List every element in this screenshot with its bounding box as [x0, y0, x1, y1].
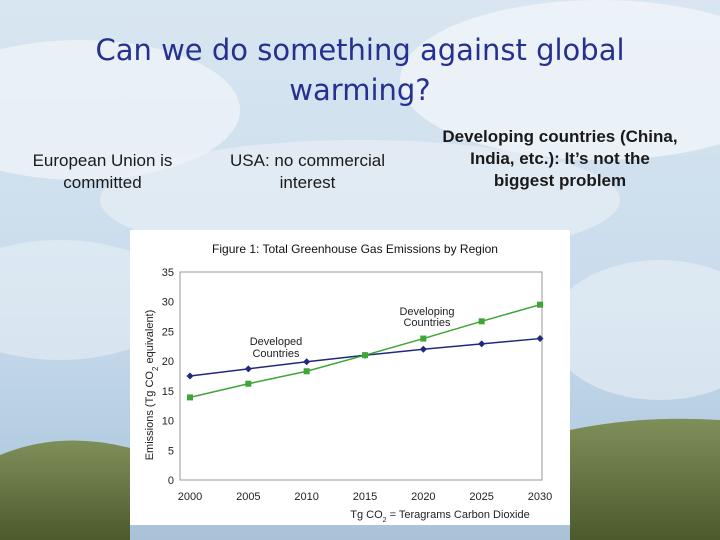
y-axis-label: Emissions (Tg CO2 equivalent)	[144, 310, 160, 461]
developed-point	[536, 335, 544, 343]
developing-series-line	[189, 303, 541, 399]
developing-point	[537, 301, 543, 308]
x-tick-label: 2005	[236, 491, 260, 503]
developed-point	[478, 340, 486, 348]
developing-point	[187, 394, 193, 401]
developing-point	[362, 352, 368, 359]
developed-point	[303, 358, 311, 366]
y-tick-label: 25	[162, 326, 174, 338]
x-tick-label: 2000	[178, 491, 202, 503]
caption-usa: USA: no commercial interest	[230, 151, 385, 192]
x-tick-label: 2025	[469, 491, 493, 503]
developed-annotation-line: Countries	[252, 348, 300, 360]
developing-annotation-line: Countries	[403, 317, 451, 329]
y-tick-label: 20	[162, 356, 174, 368]
developing-point	[303, 368, 310, 375]
emissions-line-chart: Figure 1: Total Greenhouse Gas Emissions…	[144, 242, 552, 524]
developing-point	[478, 318, 485, 325]
plot-area	[179, 271, 543, 481]
y-tick-label: 15	[162, 386, 174, 398]
x-tick-label: 2030	[528, 491, 552, 503]
y-tick-label: 30	[162, 297, 174, 309]
chart-title: Figure 1: Total Greenhouse Gas Emissions…	[212, 242, 498, 256]
y-tick-label: 0	[168, 475, 174, 487]
caption-european-union: European Union is committed	[32, 151, 173, 192]
chart-panel: Figure 1: Total Greenhouse Gas Emissions…	[130, 230, 570, 525]
x-axis-label: Tg CO2 = Teragrams Carbon Dioxide	[350, 509, 529, 524]
developed-point	[186, 372, 194, 380]
y-tick-label: 10	[162, 416, 174, 428]
y-tick-label: 5	[168, 445, 174, 457]
developing-point	[420, 335, 427, 342]
developing-point	[245, 380, 252, 387]
y-axis-label-text: Emissions (Tg CO2 equivalent)	[144, 310, 160, 461]
y-tick-label: 35	[162, 267, 174, 279]
caption-developing-countries: Developing countries (China, India, etc.…	[442, 127, 678, 190]
slide-title: Can we do something against global warmi…	[95, 33, 625, 107]
x-tick-label: 2020	[411, 491, 435, 503]
developed-point	[419, 345, 427, 353]
x-axis-label-text: Tg CO2 = Teragrams Carbon Dioxide	[350, 509, 529, 524]
x-tick-label: 2010	[294, 491, 318, 503]
developing-annotation-line: Developing	[399, 306, 454, 318]
x-tick-label: 2015	[353, 491, 377, 503]
developed-annotation-line: Developed	[250, 336, 303, 348]
developed-point	[244, 365, 252, 373]
